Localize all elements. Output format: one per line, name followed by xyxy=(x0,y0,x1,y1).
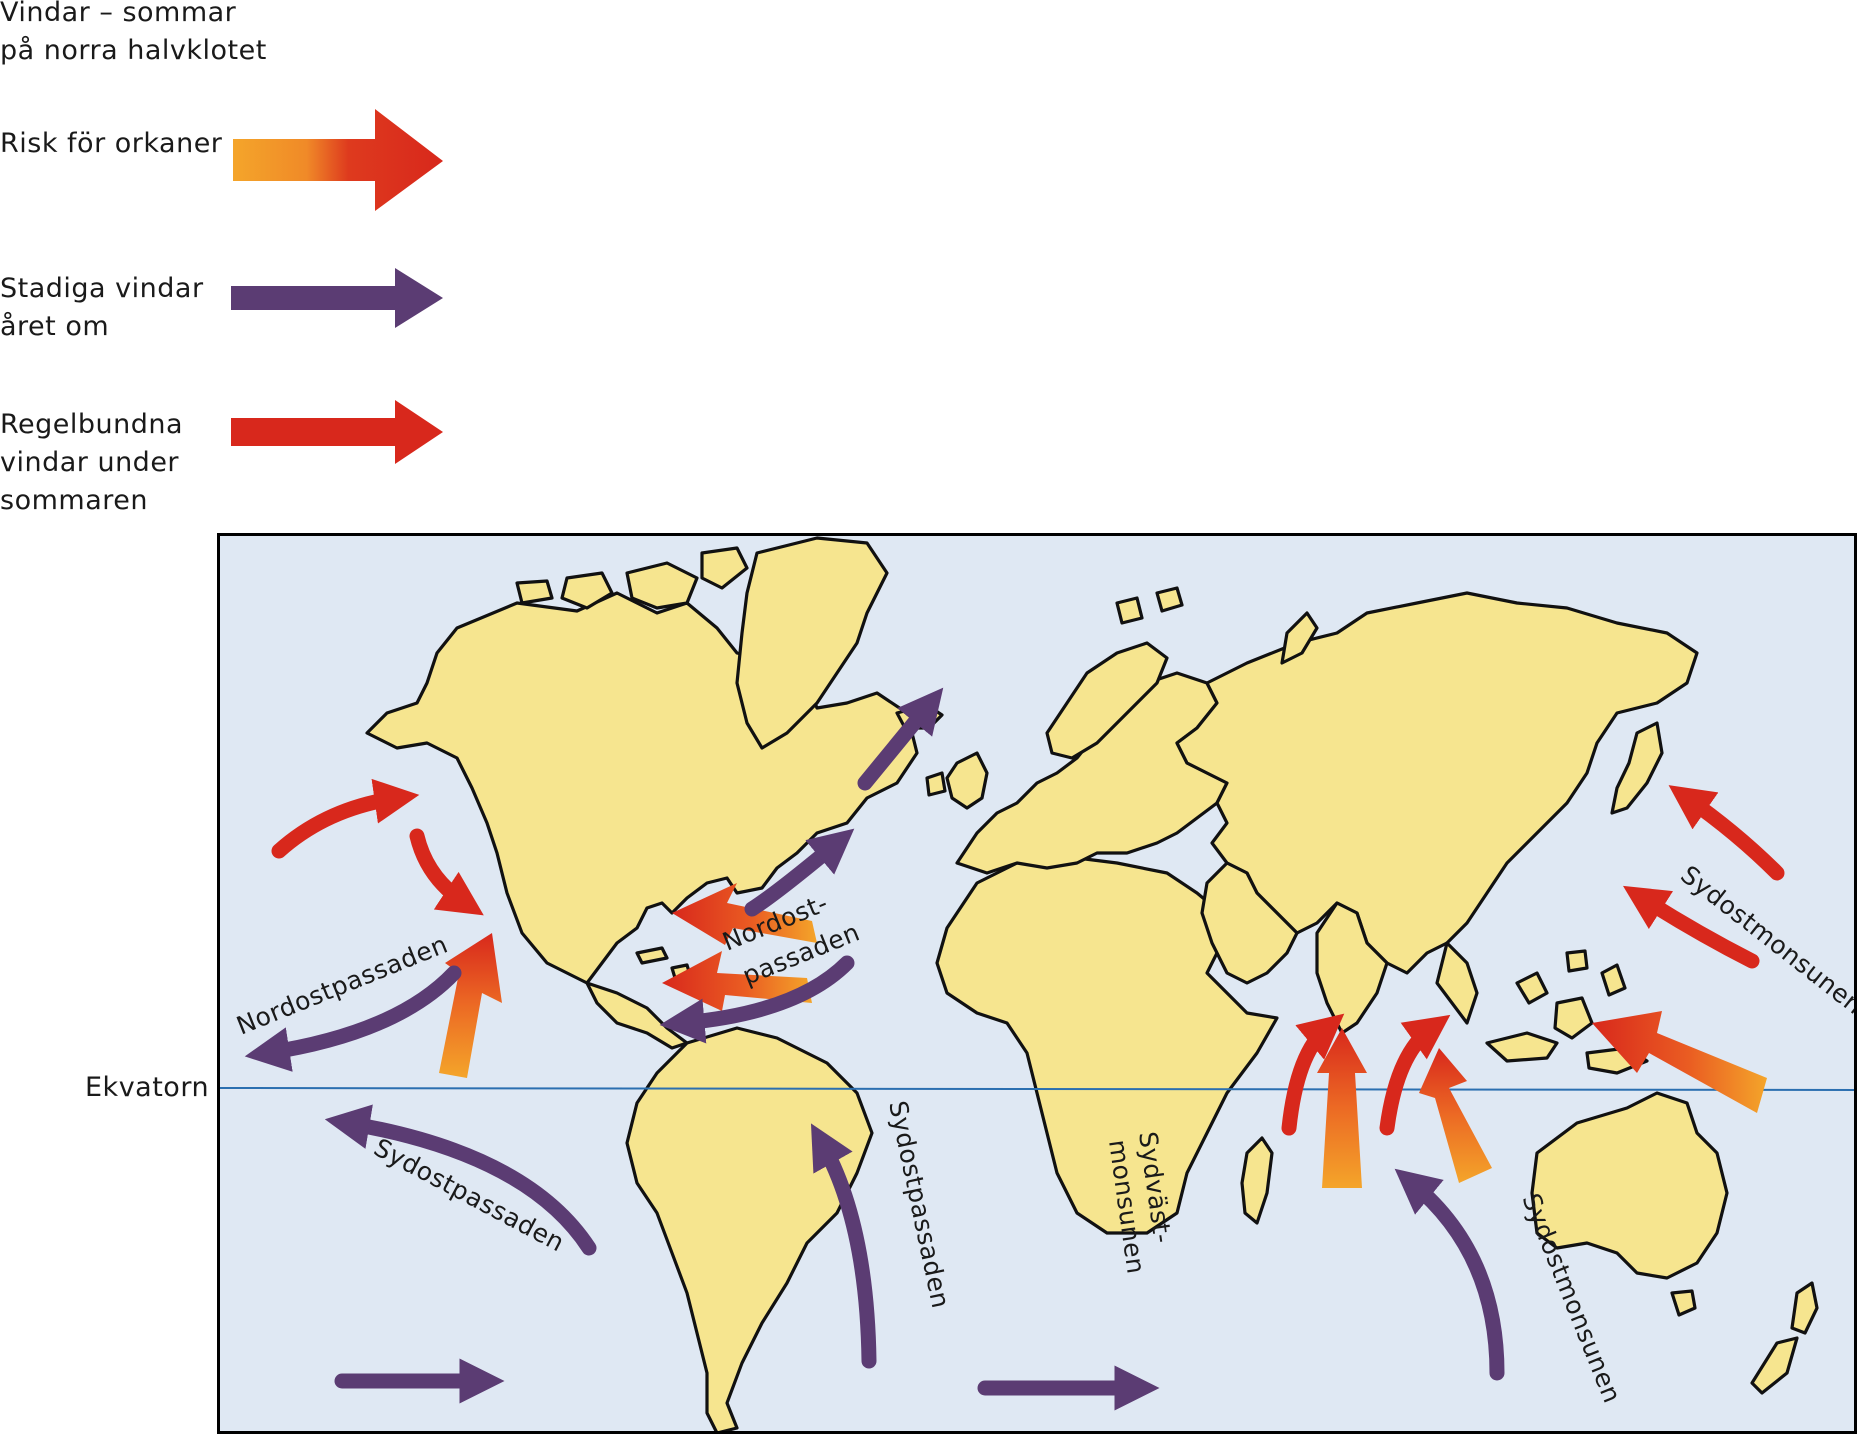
map-border xyxy=(217,533,1857,1434)
africa xyxy=(935,856,1279,1235)
southeast-asia xyxy=(1435,941,1479,1025)
japan xyxy=(1610,721,1664,815)
scandinavia xyxy=(1045,641,1169,760)
legend-label-steady: Stadiga vindar året om xyxy=(0,273,204,342)
wind-arrow-nordostpassaden-atlantic xyxy=(659,955,855,1044)
new-zealand xyxy=(1750,1281,1819,1395)
legend-title: Vindar – sommar på norra halvklotet xyxy=(0,0,267,70)
arctic-russia-islands xyxy=(1115,586,1319,665)
wind-arrow-arctic xyxy=(857,687,944,791)
legend-label-regular: Regelbundna vindar under sommaren xyxy=(0,409,184,516)
equator-label: Ekvatorn xyxy=(85,1072,210,1103)
wind-arrow-sydvast-hurricane xyxy=(1317,1028,1367,1188)
landmasses xyxy=(365,536,1819,1434)
legend-arrow-regular-icon xyxy=(231,400,443,464)
wind-arrow-sydostmonsunen-indian xyxy=(1394,1168,1505,1381)
legend-arrow-hurricane-icon xyxy=(233,109,443,211)
asia xyxy=(1175,591,1699,975)
madagascar xyxy=(1240,1136,1274,1225)
world-map: Nordostpassaden Nordost- passaden Sydost… xyxy=(217,533,1857,1434)
arabia xyxy=(1200,861,1299,985)
british-isles xyxy=(925,751,989,810)
wind-arrow-pacific-red-1 xyxy=(271,778,420,859)
australia xyxy=(1530,1091,1729,1280)
wind-arrow-atlantic-hurricane-2 xyxy=(662,951,812,1011)
arctic-islands xyxy=(515,546,749,610)
greenland xyxy=(735,536,889,750)
wind-arrows xyxy=(244,687,1785,1411)
equator-line xyxy=(217,1087,1857,1091)
wind-arrow-atlantic-hurricane-1 xyxy=(672,883,817,945)
wind-arrow-sydvast-2 xyxy=(1379,1014,1451,1136)
wind-arrow-sydvast-1 xyxy=(1281,1013,1345,1136)
legend-title-line-1: Vindar – sommar xyxy=(0,0,237,28)
wind-arrow-pacific-west-red-1 xyxy=(1668,785,1785,881)
wind-arrow-nordostpassaden-pacific xyxy=(244,965,462,1072)
wind-arrow-sydost-indian-hurricane xyxy=(1419,1048,1492,1183)
wind-arrow-atlantic-northeast xyxy=(744,828,855,917)
wind-arrow-sydostpassaden-atlantic xyxy=(810,1123,877,1369)
legend-label-hurricane: Risk för orkaner xyxy=(0,128,223,159)
wind-arrow-sydostpassaden-pacific xyxy=(324,1104,597,1256)
india xyxy=(1315,901,1389,1035)
wind-arrow-pacific-west-hurricane xyxy=(1592,1011,1767,1113)
wind-arrow-pacific-west-red-2 xyxy=(1623,885,1760,969)
south-america xyxy=(625,1026,874,1434)
legend-title-line-2: på norra halvklotet xyxy=(0,35,267,66)
tasmania xyxy=(1670,1289,1697,1317)
wind-arrow-pacific-red-2 xyxy=(409,828,484,916)
legend-arrow-steady-icon xyxy=(231,268,443,328)
